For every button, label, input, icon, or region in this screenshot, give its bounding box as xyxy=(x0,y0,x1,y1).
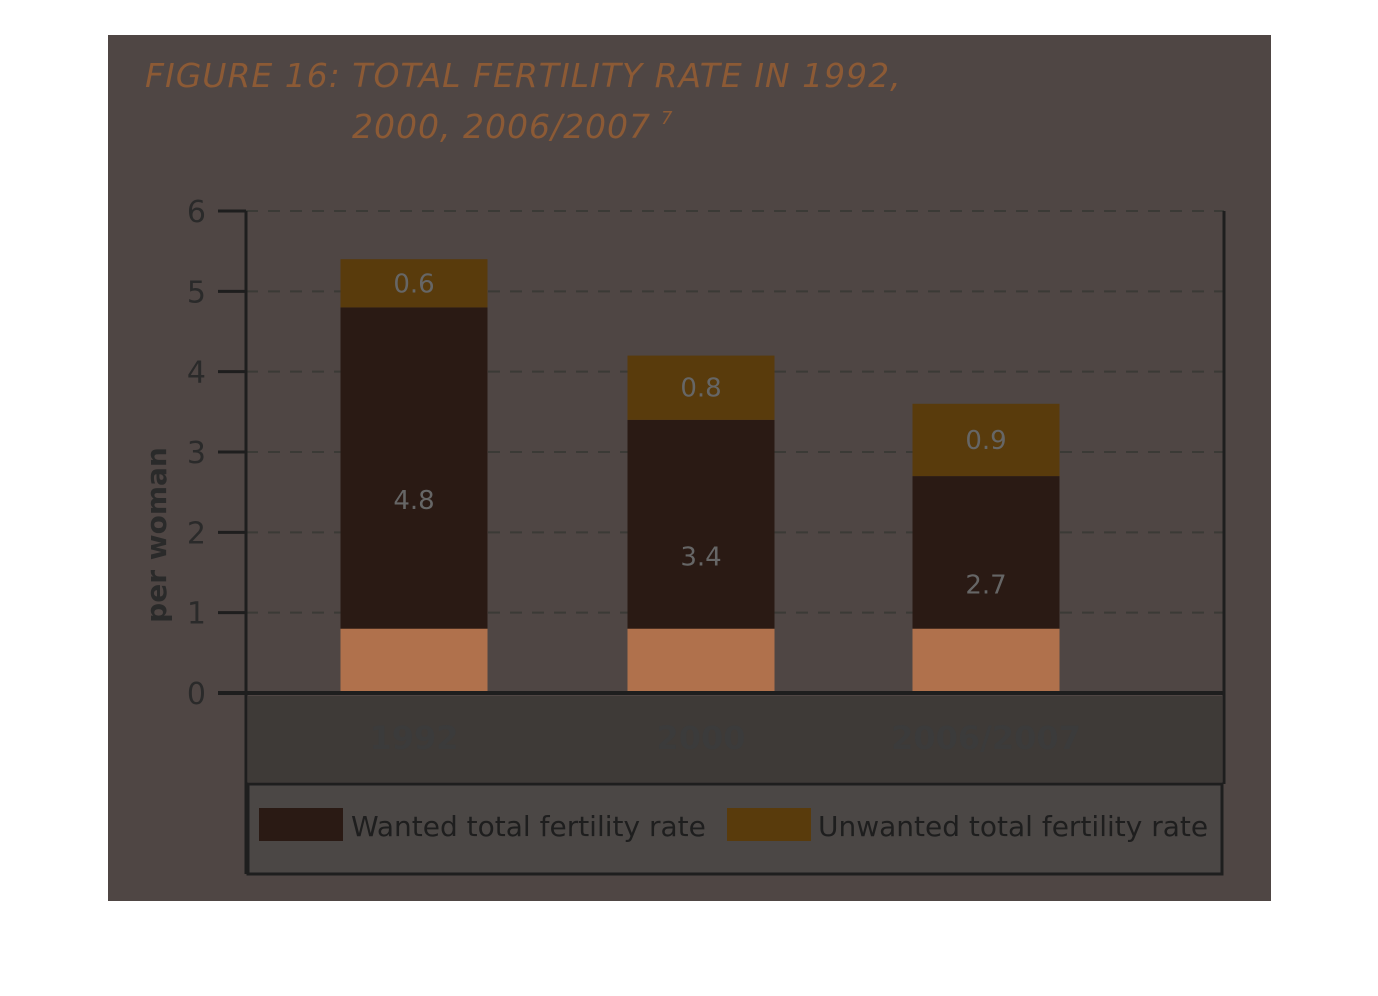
y-tick-label: 3 xyxy=(187,436,206,471)
axes: 0 1 2 3 4 5 6 xyxy=(187,195,1226,874)
bar-base-highlight xyxy=(627,628,775,693)
y-tick-label: 6 xyxy=(187,195,206,230)
bar-base-highlight xyxy=(340,628,488,693)
legend-label-wanted: Wanted total fertility rate xyxy=(351,810,706,843)
bar-value-label: 0.9 xyxy=(965,426,1006,456)
chart-title-line-2: 2000, 2006/2007 7 xyxy=(352,107,674,146)
y-axis-label: per woman xyxy=(140,447,173,623)
bars: 4.8 0.6 3.4 0.8 2.7 0.9 xyxy=(340,259,1060,693)
category-band xyxy=(248,696,1222,782)
bar-value-label: 4.8 xyxy=(393,486,434,516)
chart-title-line-1: FIGURE 16: TOTAL FERTILITY RATE IN 1992, xyxy=(145,56,902,95)
bar-value-label: 3.4 xyxy=(680,542,721,572)
y-tick-label: 2 xyxy=(187,516,206,551)
bar-unwanted-1992 xyxy=(340,259,488,308)
x-category-label: 2000 xyxy=(656,719,745,757)
bar-unwanted-2000 xyxy=(627,355,775,420)
y-tick-label: 5 xyxy=(187,275,206,310)
footnote-marker: 7 xyxy=(661,108,673,129)
bar-value-label: 0.8 xyxy=(680,374,721,404)
legend-label-unwanted: Unwanted total fertility rate xyxy=(818,810,1208,843)
bar-base-highlight xyxy=(912,628,1060,693)
legend-swatch-unwanted xyxy=(727,808,811,841)
bar-value-label: 0.6 xyxy=(393,269,434,299)
category-labels: 1992 2000 2006/2007 xyxy=(369,719,1080,757)
x-category-label: 2006/2007 xyxy=(891,719,1081,757)
x-category-label: 1992 xyxy=(369,719,458,757)
bar-unwanted-2006/2007 xyxy=(912,403,1060,477)
bar-value-label: 2.7 xyxy=(965,571,1006,601)
y-tick-label: 0 xyxy=(187,677,206,712)
y-tick-label: 4 xyxy=(187,356,206,391)
legend-swatch-wanted xyxy=(259,808,343,841)
y-tick-label: 1 xyxy=(187,597,206,632)
